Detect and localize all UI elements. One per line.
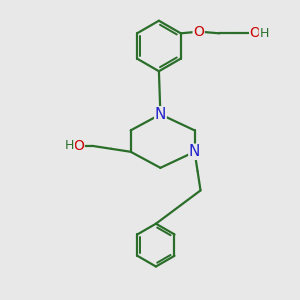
Text: H: H [65,139,74,152]
Text: O: O [250,26,260,40]
Text: N: N [189,144,200,159]
Text: O: O [193,25,204,39]
Text: H: H [259,26,269,40]
Text: N: N [155,107,166,122]
Text: O: O [73,139,84,153]
